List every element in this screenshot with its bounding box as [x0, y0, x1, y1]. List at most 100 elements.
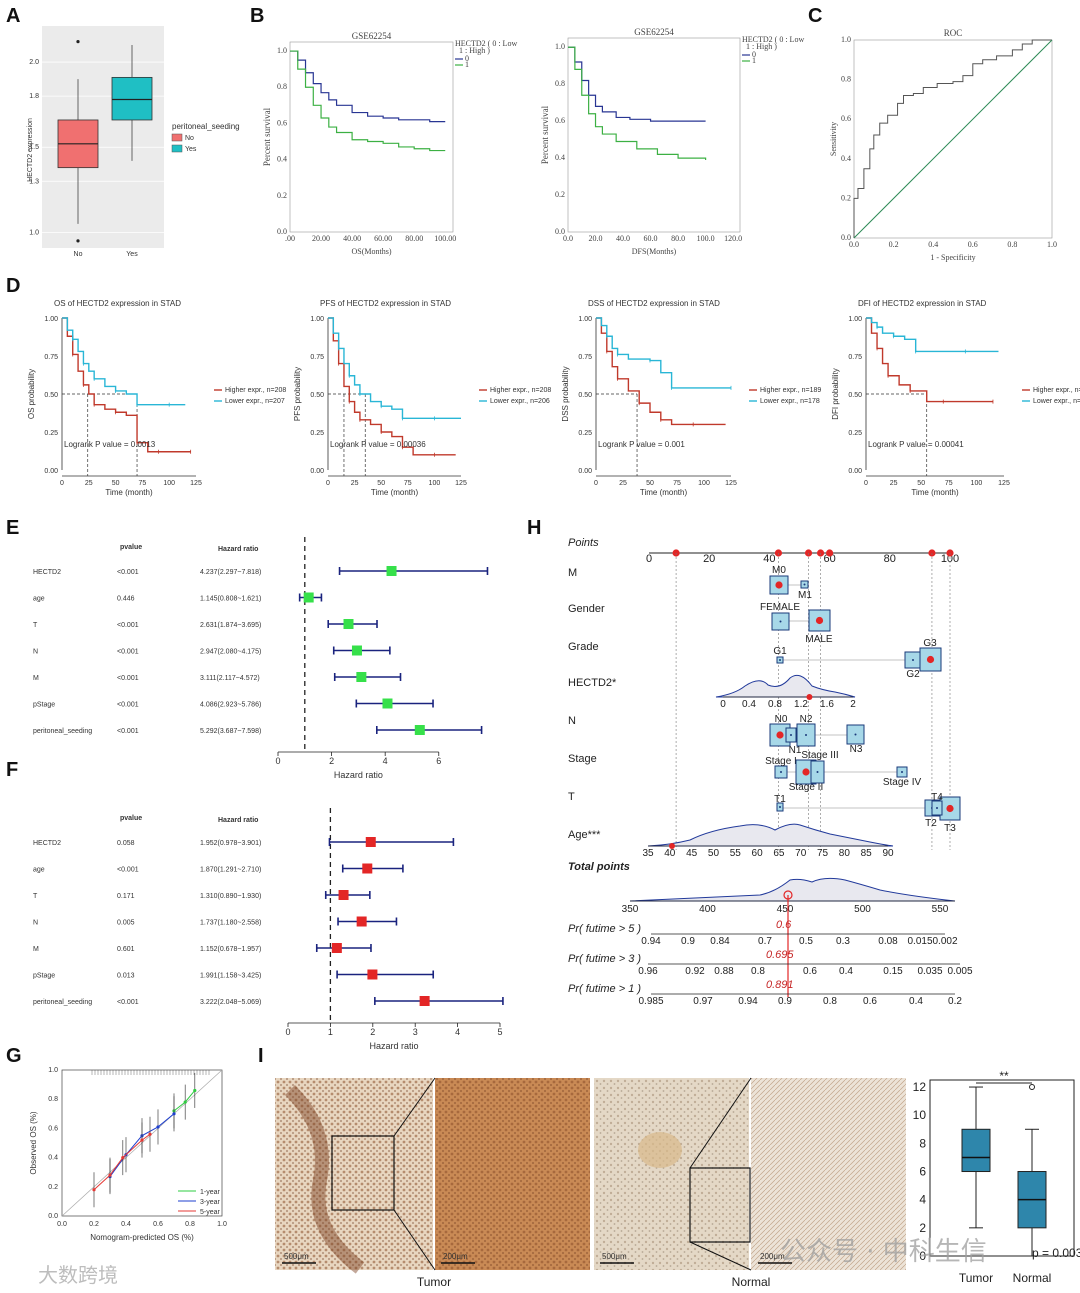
nomogram-hectd2-tick: 0.8: [768, 699, 782, 710]
km-line-1: [568, 46, 707, 160]
panel-label-I: I: [258, 1045, 264, 1067]
nomogram-g3-label: G3: [923, 638, 937, 649]
nomogram-box-dot: [936, 807, 938, 809]
forest-var-label: HECTD2: [33, 840, 61, 847]
chart-ytick: 0.6: [277, 118, 287, 127]
forest-var-label: pStage: [33, 973, 55, 980]
nomogram-pred-pr3: 0.695: [766, 949, 794, 961]
chart-ytick: 1.0: [277, 46, 287, 55]
km-xtick: 0: [594, 480, 598, 487]
nomogram-box-selected: [775, 581, 783, 589]
chart-ytick: 0.0: [841, 233, 851, 242]
nomogram-row-label: HECTD2*: [568, 677, 617, 689]
calib-point: [140, 1138, 144, 1142]
chart-ytick: 0.2: [841, 193, 851, 202]
km-ytick: 1.00: [848, 316, 862, 323]
nomogram-box-selected: [815, 616, 824, 625]
nomogram-stage3-label: Stage III: [801, 750, 838, 761]
km-ylabel: OS probability: [27, 369, 36, 419]
legend-item: 0: [752, 50, 756, 59]
panel-a-xtick-no: No: [74, 251, 83, 258]
calib-xlabel: Nomogram-predicted OS (%): [90, 1233, 194, 1242]
nomogram-row-label: Total points: [568, 861, 630, 873]
calib-line-5-year: [93, 1133, 151, 1191]
nomogram-g2-label: G2: [906, 669, 920, 680]
km-xtick: 75: [139, 480, 147, 487]
nomogram-hectd2-tick: 2: [850, 699, 856, 710]
chart-title: GSE62254: [634, 27, 674, 37]
nomogram-row-label: Gender: [568, 603, 605, 615]
nomogram-pr1-tick: 0.985: [638, 996, 663, 1007]
chart-xtick: 20.00: [312, 234, 330, 243]
km-xtick: 75: [404, 480, 412, 487]
km-curve-higher: [62, 317, 191, 453]
nomogram-age-tick: 80: [839, 848, 851, 859]
nomogram-points-tick: 40: [763, 553, 775, 565]
nomogram-pred-pr1: 0.891: [766, 979, 794, 991]
ibox-outlier: [1029, 1084, 1035, 1091]
chart-xtick: 0.4: [928, 240, 938, 249]
forest-pvalue: 0.013: [117, 973, 135, 980]
nomogram-hectd2-tick: 0: [720, 699, 726, 710]
km-xtick: 25: [351, 480, 359, 487]
panel-e-forest: pvalue Hazard ratio HECTD2 <0.001 4.237(2.29…: [33, 537, 489, 780]
panel-b-dfs-chart: GSE62254 DFS(Months) Percent survival 0.0 20…: [540, 27, 804, 256]
nomogram-points-tick: 60: [823, 553, 835, 565]
scale-bar-3-label: 500μm: [602, 1252, 627, 1261]
forest-var-label: N: [33, 920, 38, 927]
nomogram-row-label: T: [568, 791, 575, 803]
km-ytick: 0.50: [44, 392, 58, 399]
ibox-frame: [929, 1079, 1075, 1257]
chart-ytick: 0.0: [277, 227, 287, 236]
nomogram-age-tick: 35: [642, 848, 654, 859]
legend-item: 1: [752, 56, 756, 65]
forest-pvalue: 0.171: [117, 893, 135, 900]
panel-d-dss-km: DSS of HECTD2 expression in STAD 0.00 0.25…: [561, 299, 821, 497]
km-ytick: 0.25: [848, 430, 862, 437]
ihc-caption-normal: Normal: [732, 1275, 771, 1289]
ihc-normal-zoom-line-top: [689, 1077, 752, 1169]
chart-frame: [567, 37, 741, 233]
nomogram-row-label: M: [568, 567, 577, 579]
nomogram-n1-label: N1: [789, 745, 802, 756]
nomogram-pr5-tick: 0.7: [758, 936, 772, 947]
km-xtick: 125: [998, 480, 1010, 487]
chart-ytick: 1.0: [555, 42, 565, 51]
forest-var-label: T: [33, 893, 38, 900]
calib-ytick: 1.0: [48, 1067, 58, 1074]
chart-xtick: 120.0: [724, 234, 742, 243]
chart-xtick: 100.0: [697, 234, 715, 243]
nomogram-hectd2-density: [715, 674, 856, 698]
km-xtick: 75: [945, 480, 953, 487]
calib-xtick: 1.0: [217, 1221, 227, 1228]
ibox-ytick: 10: [913, 1108, 927, 1122]
nomogram-pr1-tick: 0.4: [909, 996, 923, 1007]
nomogram-age-tick: 90: [882, 848, 894, 859]
panel-i-ihc: 500μm 200μm 500μm 200μm Tumor Normal: [275, 1077, 906, 1289]
nomogram-pr5-tick: 0.08: [878, 936, 898, 947]
km-pvalue: Logrank P value = 0.00041: [868, 440, 964, 449]
chart-xtick: 40.0: [616, 234, 630, 243]
km-ytick: 0.75: [310, 354, 324, 361]
nomogram-hectd2-tick: 0.4: [742, 699, 756, 710]
nomogram-pr5-tick: 0.002: [932, 936, 957, 947]
forest-point: [356, 916, 367, 927]
panel-f-forest: pvalue Hazard ratio HECTD2 0.058 1.952(0.978…: [33, 808, 504, 1051]
roc-reference-line: [853, 39, 1053, 239]
forest-hr-text: 1.310(0.890~1.930): [200, 893, 261, 900]
forest-xtick: 2: [329, 756, 334, 766]
panel-a-legend-title: peritoneal_seeding: [172, 122, 240, 131]
calib-ylabel: Observed OS (%): [29, 1111, 38, 1174]
calib-ytick: 0.6: [48, 1125, 58, 1132]
nomogram-stage2-label: Stage II: [789, 782, 823, 793]
forest-xlabel: Hazard ratio: [369, 1041, 418, 1051]
forest-hr-text: 1.870(1.291~2.710): [200, 867, 261, 874]
chart-xtick: 0.8: [1007, 240, 1017, 249]
ihc-tumor-zoom-line-top: [393, 1077, 436, 1137]
km-line-0: [290, 50, 446, 123]
km-xtick: 25: [619, 480, 627, 487]
km-pvalue: Logrank P value = 0.001: [598, 440, 685, 449]
calib-xtick: 0.2: [89, 1221, 99, 1228]
panel-label-A: A: [6, 5, 20, 27]
km-ytick: 0.50: [848, 392, 862, 399]
